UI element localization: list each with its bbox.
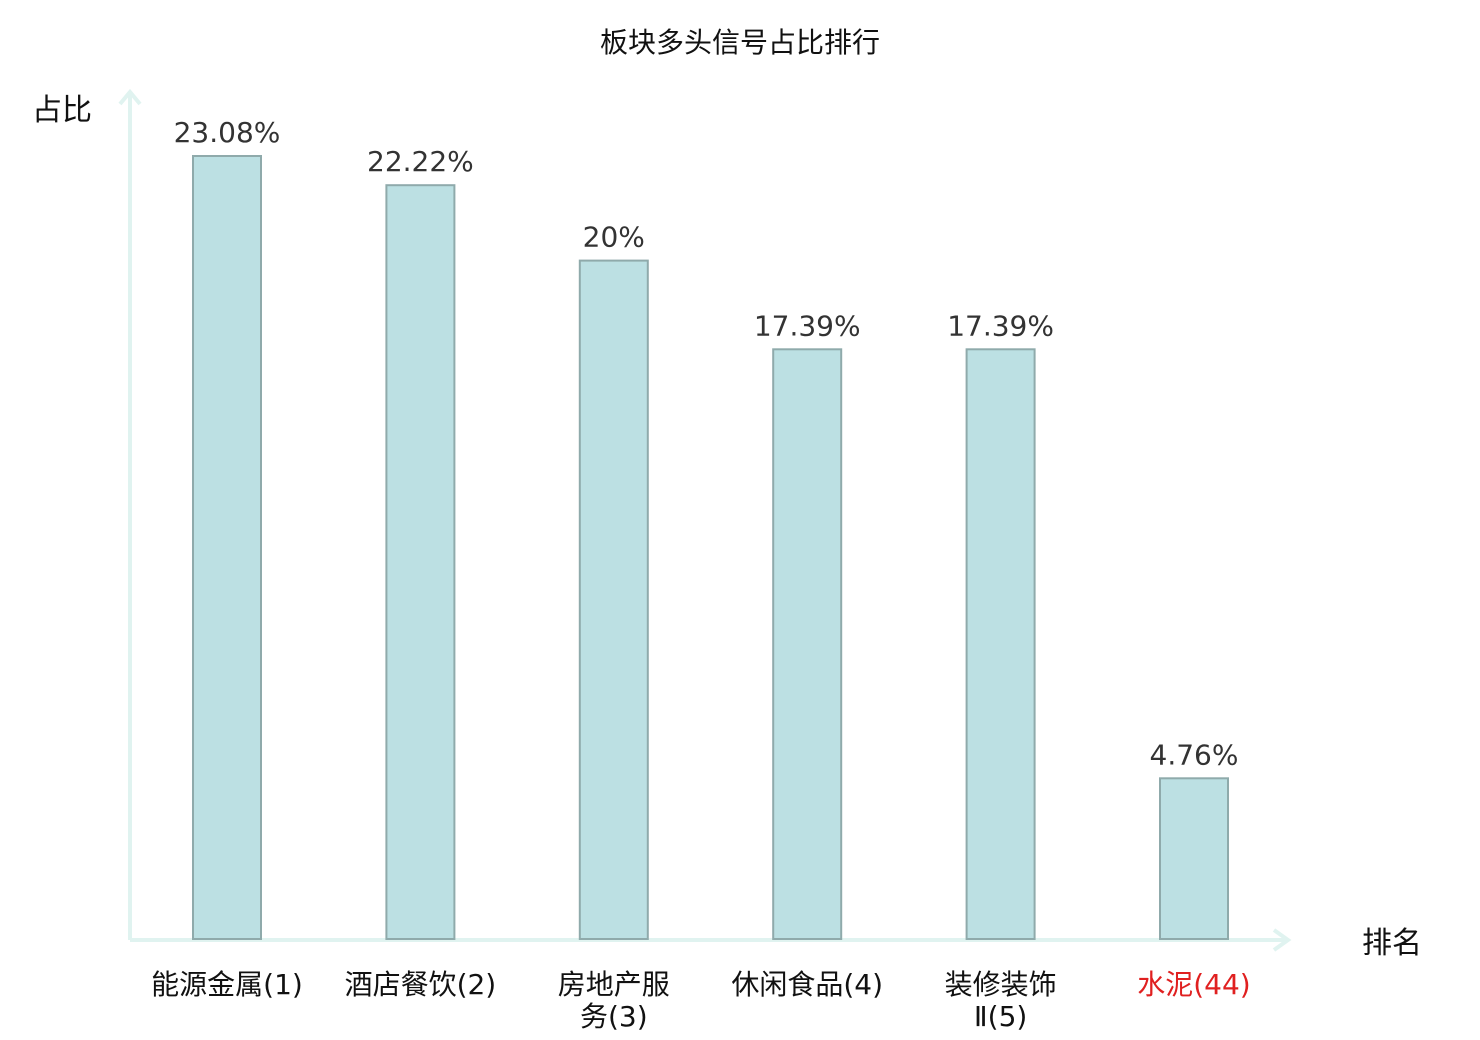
bar xyxy=(772,348,843,940)
y-axis xyxy=(118,88,142,940)
y-axis-label: 占比 xyxy=(32,93,92,128)
value-label: 17.39% xyxy=(754,309,861,342)
x-axis xyxy=(130,928,1292,952)
category-label: 能源金属(1) xyxy=(151,968,303,1001)
category-label: 水泥(44) xyxy=(1137,968,1250,1001)
x-axis-label: 排名 xyxy=(1362,926,1422,961)
bar xyxy=(965,348,1036,940)
category-label: 务(3) xyxy=(580,1000,648,1033)
category-label: 装修装饰 xyxy=(945,968,1057,1001)
value-label: 17.39% xyxy=(947,309,1054,342)
category-label: 酒店餐饮(2) xyxy=(345,968,497,1001)
value-label: 22.22% xyxy=(367,145,474,178)
bar xyxy=(1159,777,1229,940)
category-label: Ⅱ(5) xyxy=(974,1000,1027,1033)
bar xyxy=(578,259,649,941)
bar xyxy=(385,184,456,940)
value-label: 4.76% xyxy=(1150,738,1239,771)
value-label: 23.08% xyxy=(174,116,281,149)
bar xyxy=(192,155,262,940)
category-label: 休闲食品(4) xyxy=(731,968,883,1001)
value-label: 20% xyxy=(583,221,645,254)
category-label: 房地产服 xyxy=(558,968,670,1001)
chart-title: 板块多头信号占比排行 xyxy=(600,26,880,59)
